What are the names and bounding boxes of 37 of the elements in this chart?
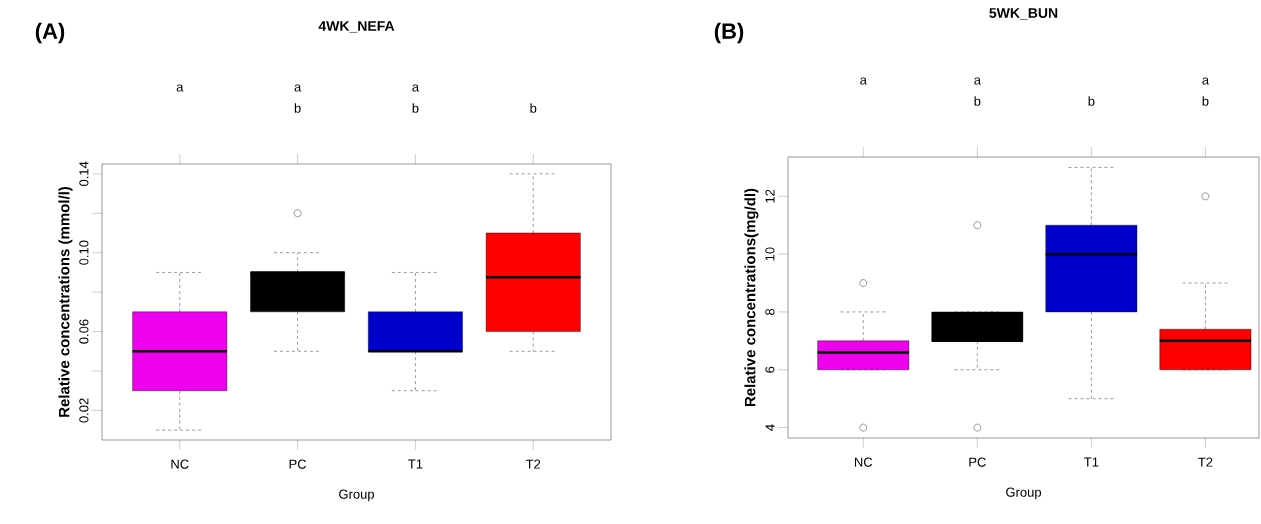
text: b <box>1088 96 1095 106</box>
x-tick-label: PC <box>289 459 307 469</box>
x-tick-label: T1 <box>408 459 423 469</box>
y-tick-label: 8 <box>765 308 775 316</box>
chart-title: 4WK_NEFA <box>318 21 395 33</box>
y-tick-label: 10 <box>765 247 775 261</box>
y-tick-label: 0.14 <box>79 161 89 186</box>
y-tick-label: 12 <box>765 189 775 203</box>
text: b <box>974 96 981 106</box>
y-tick-label: 0.06 <box>79 319 89 344</box>
x-axis-title: Group <box>1006 487 1042 500</box>
text: a <box>412 84 420 92</box>
chart-title: 5WK_BUN <box>989 8 1058 20</box>
x-tick-label: T1 <box>1084 457 1099 467</box>
x-tick-label: PC <box>969 457 986 467</box>
text: a <box>860 77 867 85</box>
x-tick-label: NC <box>171 459 189 469</box>
x-tick-label: NC <box>854 457 873 467</box>
text: a <box>294 84 302 92</box>
text: b <box>294 103 301 113</box>
y-axis-title: Relative concentrations (mmol/l) <box>58 186 73 417</box>
y-tick-label: 0.10 <box>79 240 89 265</box>
text: b <box>1202 96 1209 106</box>
text: a <box>974 77 981 85</box>
y-tick-label: 4 <box>765 424 775 431</box>
x-tick-label: T2 <box>525 459 541 469</box>
text: (B) <box>714 22 744 44</box>
text: a <box>176 84 184 92</box>
text: a <box>1202 77 1210 85</box>
y-tick-label: 0.02 <box>79 398 89 423</box>
text: (A) <box>35 22 65 44</box>
text: b <box>412 103 419 113</box>
x-tick-label: T2 <box>1198 457 1213 467</box>
x-axis-title: Group <box>339 489 375 502</box>
y-tick-label: 6 <box>765 366 775 373</box>
text: b <box>530 103 537 113</box>
y-axis-title: Relative concentrations(mg/dl) <box>744 188 759 407</box>
